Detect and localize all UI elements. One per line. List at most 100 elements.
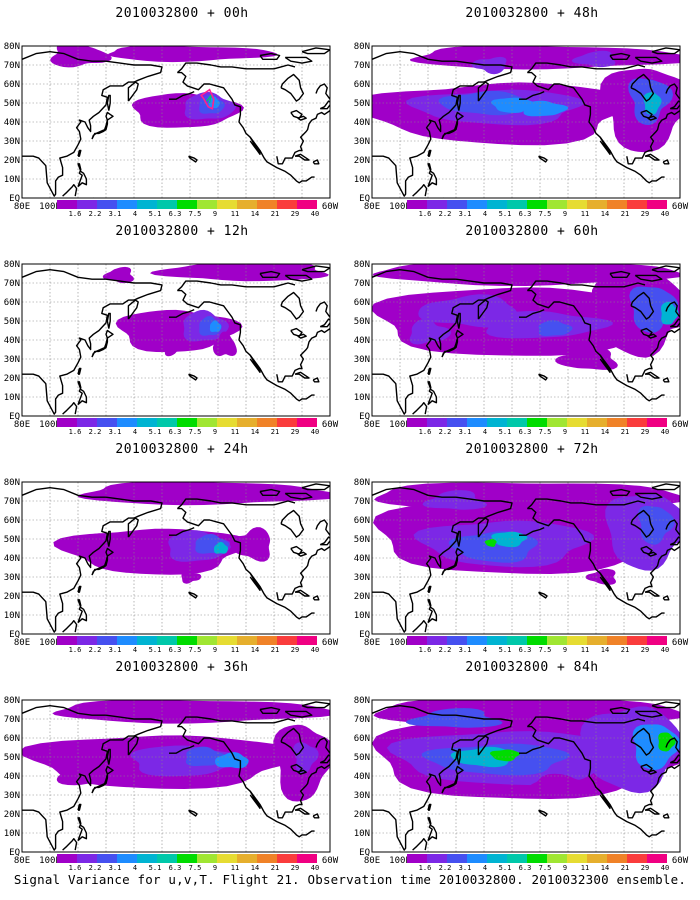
colorbar-swatch — [137, 200, 157, 209]
coastlines — [22, 47, 330, 198]
lon-label: 100E — [389, 856, 411, 866]
variance-contour — [230, 527, 271, 562]
colorbar-swatch — [277, 418, 297, 427]
variance-contour — [161, 344, 181, 357]
variance-contour — [629, 286, 679, 333]
colorbar-label: 3.1 — [109, 864, 122, 872]
colorbar-label: 21 — [621, 864, 629, 872]
colorbar-label: 4 — [483, 646, 487, 654]
colorbar-label: 14 — [601, 210, 609, 218]
lat-label: 60N — [4, 734, 20, 744]
lat-label: 60N — [4, 516, 20, 526]
lat-label: EQ — [9, 194, 20, 204]
colorbar-label: 5.1 — [149, 864, 162, 872]
panel-title: 2010032800 + 24h — [115, 442, 249, 457]
lon-label: 60W — [672, 420, 689, 430]
variance-field — [50, 46, 278, 128]
coastlines — [372, 701, 680, 852]
lon-label: 80E — [14, 202, 30, 212]
lat-label: 40N — [354, 772, 370, 782]
colorbar-swatch — [547, 200, 567, 209]
lat-label: 10N — [354, 611, 370, 621]
lat-label: 10N — [354, 393, 370, 403]
colorbar-label: 2.2 — [439, 428, 452, 436]
map-plot: 80N70N60N50N40N30N20N10NEQ80E100E120E140… — [354, 478, 689, 654]
colorbar-swatch — [297, 636, 317, 645]
lat-label: 30N — [354, 791, 370, 801]
colorbar-swatch — [77, 854, 97, 863]
colorbar-label: 1.6 — [69, 864, 82, 872]
colorbar-swatch — [467, 200, 487, 209]
colorbar-swatch — [487, 418, 507, 427]
colorbar-label: 29 — [641, 646, 649, 654]
colorbar-label: 5.1 — [149, 428, 162, 436]
colorbar-swatch — [97, 200, 117, 209]
panel-title: 2010032800 + 48h — [465, 6, 599, 21]
colorbar-label: 4 — [483, 210, 487, 218]
colorbar-swatch — [257, 636, 277, 645]
colorbar-swatch — [407, 636, 427, 645]
colorbar-label: 6.3 — [169, 864, 182, 872]
colorbar-swatch — [237, 854, 257, 863]
lat-label: 50N — [354, 317, 370, 327]
colorbar-label: 9 — [563, 646, 567, 654]
lat-label: 20N — [4, 810, 20, 820]
panel-title: 2010032800 + 60h — [465, 224, 599, 239]
gridlines — [372, 700, 680, 852]
variance-contour — [528, 773, 599, 796]
colorbar-swatch — [97, 854, 117, 863]
map-frame — [21, 45, 331, 199]
map-plot: 80N70N60N50N40N30N20N10NEQ80E100E120E140… — [4, 260, 339, 436]
colorbar-swatch — [507, 200, 527, 209]
colorbar-label: 14 — [251, 210, 259, 218]
lat-label: 80N — [4, 478, 20, 488]
lat-label: 70N — [354, 61, 370, 71]
colorbar-label: 6.3 — [519, 864, 532, 872]
lat-label: 70N — [354, 497, 370, 507]
variance-contour — [150, 264, 329, 282]
map-panel: 2010032800 + 48h 80N 70N 60N 50N 40N 30N 20N 10N… — [354, 6, 700, 218]
variance-contour — [209, 320, 222, 332]
lat-label: 40N — [4, 772, 20, 782]
lat-label: EQ — [359, 412, 370, 422]
lat-label: 30N — [4, 137, 20, 147]
panel-title: 2010032800 + 00h — [115, 6, 249, 21]
lat-label: 50N — [354, 753, 370, 763]
colorbar-swatch — [567, 200, 587, 209]
lat-label: 40N — [4, 336, 20, 346]
lon-label: 80E — [14, 856, 30, 866]
lon-label: 100E — [389, 638, 411, 648]
colorbar-label: 6.3 — [519, 210, 532, 218]
gridlines — [22, 482, 330, 634]
colorbar-label: 40 — [311, 864, 319, 872]
lat-label: 50N — [4, 317, 20, 327]
coastlines — [22, 701, 330, 852]
variance-contour — [484, 538, 497, 547]
colorbar-swatch — [527, 418, 547, 427]
lat-label: 30N — [354, 573, 370, 583]
colorbar-swatch — [467, 418, 487, 427]
lon-label: 60W — [672, 856, 689, 866]
colorbar-label: 11 — [231, 210, 239, 218]
lat-label: 10N — [4, 829, 20, 839]
colorbar-label: 6.3 — [519, 646, 532, 654]
lat-label: 40N — [4, 554, 20, 564]
colorbar-label: 40 — [661, 864, 669, 872]
lat-label: 80N — [4, 696, 20, 706]
colorbar-label: 3.1 — [459, 428, 472, 436]
map-panel: 2010032800 + 60h 80N 70N 60N 50N 40N 30N 20N 10N… — [354, 224, 700, 436]
colorbar-swatch — [237, 418, 257, 427]
lat-label: 80N — [354, 478, 370, 488]
lat-label: 40N — [4, 118, 20, 128]
colorbar-swatch — [607, 200, 627, 209]
colorbar-swatch — [57, 200, 77, 209]
panel-title: 2010032800 + 72h — [465, 442, 599, 457]
lat-label: 10N — [4, 175, 20, 185]
colorbar-swatch — [297, 854, 317, 863]
colorbar-swatch — [587, 200, 607, 209]
colorbar-label: 21 — [271, 864, 279, 872]
lat-label: 50N — [354, 535, 370, 545]
map-panel: 2010032800 + 24h 80N 70N 60N 50N 40N 30N 20N 10N… — [4, 442, 352, 654]
lat-label: EQ — [359, 194, 370, 204]
colorbar-swatch — [117, 418, 137, 427]
